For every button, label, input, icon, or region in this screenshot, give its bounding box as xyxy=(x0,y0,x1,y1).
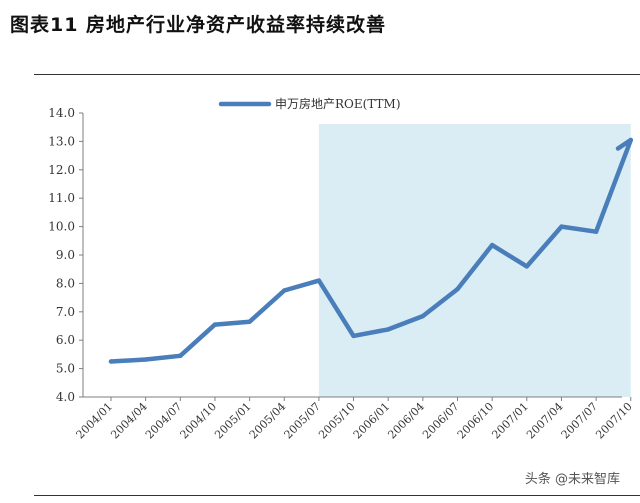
x-tick-label: 2006/04 xyxy=(385,400,427,442)
x-tick-label: 2007/04 xyxy=(524,400,566,442)
legend-label: 申万房地产ROE(TTM) xyxy=(275,96,401,111)
data-point xyxy=(559,224,564,229)
x-tick-label: 2005/07 xyxy=(282,400,324,442)
data-point xyxy=(143,357,148,362)
y-tick-label: 10.0 xyxy=(48,220,75,234)
shaded-period xyxy=(318,124,631,397)
data-point xyxy=(489,242,495,248)
x-tick-label: 2004/04 xyxy=(108,400,150,442)
data-point xyxy=(351,333,356,339)
figure-title: 图表11 房地产行业净资产收益率持续改善 xyxy=(10,14,387,36)
data-point xyxy=(247,319,252,324)
x-tick-label: 2004/07 xyxy=(143,400,185,442)
x-tick-label: 2005/10 xyxy=(316,400,358,442)
y-tick-label: 4.0 xyxy=(56,390,75,404)
data-point xyxy=(628,137,633,143)
y-tick-label: 5.0 xyxy=(56,362,75,376)
bottom-rule xyxy=(34,495,640,496)
data-point xyxy=(524,264,529,269)
data-point xyxy=(178,353,183,359)
x-tick-label: 2007/10 xyxy=(593,400,635,442)
x-tick-label: 2007/01 xyxy=(489,400,531,442)
data-point xyxy=(282,288,287,293)
data-point xyxy=(316,278,322,283)
y-tick-label: 8.0 xyxy=(56,276,75,290)
x-tick-label: 2006/07 xyxy=(420,400,462,442)
data-point xyxy=(212,322,218,327)
x-tick-label: 2006/10 xyxy=(455,400,497,442)
y-tick-label: 14.0 xyxy=(48,106,75,120)
x-tick-label: 2005/04 xyxy=(247,400,289,442)
watermark: 头条 @未来智库 xyxy=(520,466,624,489)
data-point xyxy=(386,327,391,332)
data-point xyxy=(420,313,426,319)
y-tick-label: 11.0 xyxy=(48,191,75,205)
y-tick-label: 7.0 xyxy=(56,305,75,319)
x-tick-label: 2005/01 xyxy=(212,400,254,442)
y-tick-label: 13.0 xyxy=(48,134,75,148)
top-rule xyxy=(34,74,640,75)
x-tick-label: 2006/01 xyxy=(351,400,393,442)
y-tick-label: 6.0 xyxy=(56,333,75,347)
y-tick-label: 9.0 xyxy=(56,248,75,262)
data-point xyxy=(108,359,114,364)
data-point xyxy=(455,286,460,292)
y-tick-label: 12.0 xyxy=(48,163,75,177)
data-point xyxy=(593,229,599,234)
x-tick-label: 2007/07 xyxy=(559,400,601,442)
x-tick-label: 2004/10 xyxy=(178,400,220,442)
x-tick-label: 2004/01 xyxy=(74,400,116,442)
